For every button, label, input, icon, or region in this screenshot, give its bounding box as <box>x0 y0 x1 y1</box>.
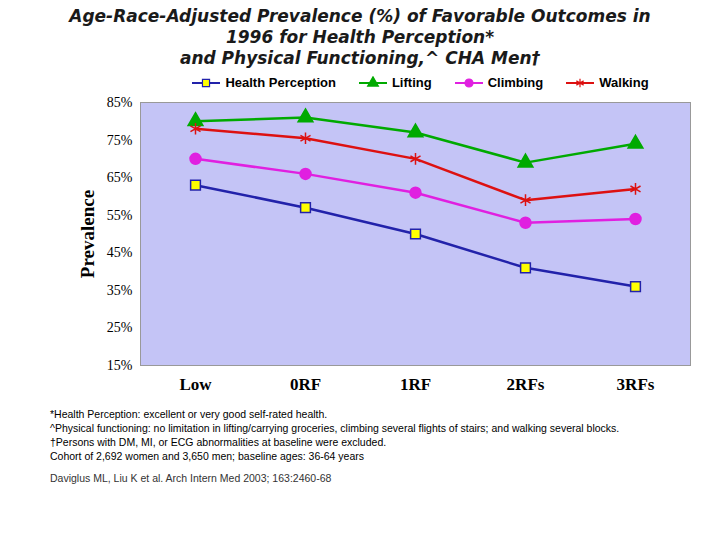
svg-text:85%: 85% <box>107 95 133 110</box>
svg-text:55%: 55% <box>107 208 133 223</box>
svg-text:35%: 35% <box>107 283 133 298</box>
html-text:^Physical functioning: no limi: ^Physical functioning: no limitation in … <box>50 422 620 434</box>
html-text:*Health Perception: excellent: *Health Perception: excellent or very go… <box>50 408 328 420</box>
svg-text:75%: 75% <box>107 133 133 148</box>
html-text:Health Perception: Health Perception <box>225 75 336 90</box>
svg-text:25%: 25% <box>107 320 133 335</box>
html-text:†Persons with DM, MI, or ECG a: †Persons with DM, MI, or ECG abnormaliti… <box>50 436 387 448</box>
html-text:Cohort of 2,692 women and 3,65: Cohort of 2,692 women and 3,650 men; bas… <box>50 450 364 462</box>
html-text:Lifting: Lifting <box>391 75 432 90</box>
html-text:Walking: Walking <box>599 75 649 90</box>
svg-text:3RFs: 3RFs <box>617 375 655 394</box>
html-text:Climbing: Climbing <box>487 75 544 90</box>
svg-text:65%: 65% <box>107 170 133 185</box>
svg-text:Prevalence: Prevalence <box>77 190 98 278</box>
html-text:Daviglus ML, Liu K et al. Arch: Daviglus ML, Liu K et al. Arch Intern Me… <box>50 472 332 484</box>
svg-text:1RF: 1RF <box>400 375 431 394</box>
svg-text:2RFs: 2RFs <box>507 375 545 394</box>
html-text:Age-Race-Adjusted Prevalence (: Age-Race-Adjusted Prevalence (%) of Favo… <box>69 6 651 68</box>
svg-text:0RF: 0RF <box>290 375 321 394</box>
svg-text:15%: 15% <box>107 358 133 373</box>
svg-text:45%: 45% <box>107 245 133 260</box>
svg-text:Low: Low <box>179 375 212 394</box>
